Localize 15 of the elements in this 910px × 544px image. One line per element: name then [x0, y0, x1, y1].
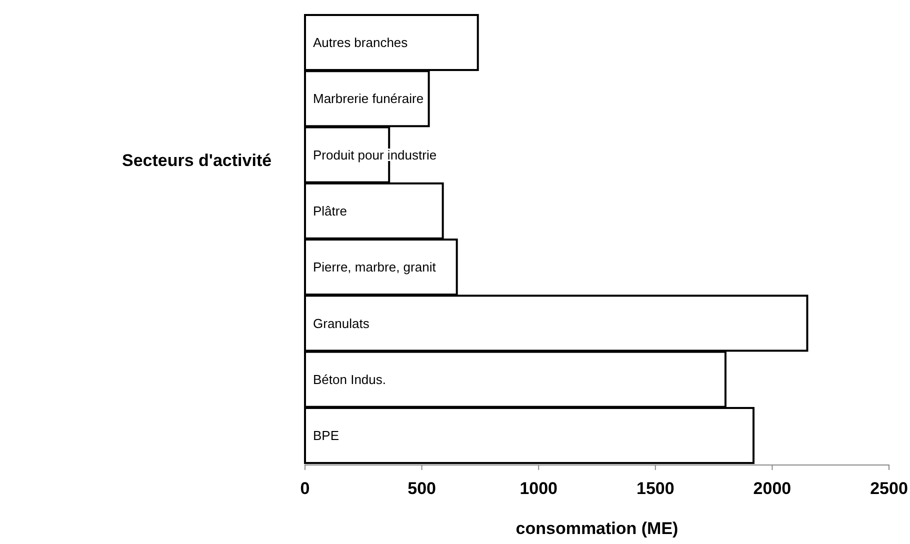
- y-tick-label: Autres branches: [313, 35, 408, 50]
- y-tick-label: Plâtre: [313, 203, 347, 218]
- y-tick-label: Pierre, marbre, granit: [313, 260, 436, 275]
- x-tick-label: 1000: [520, 479, 558, 498]
- x-axis-title: consommation (ME): [516, 519, 678, 538]
- y-tick-label: BPE: [313, 428, 340, 444]
- x-tick-label: 0: [300, 479, 310, 498]
- x-tick-label: 2000: [753, 479, 792, 498]
- y-axis-title: Secteurs d'activité: [122, 151, 272, 170]
- y-tick-label: Granulats: [313, 316, 370, 331]
- x-tick-label: 2500: [870, 479, 908, 498]
- y-tick-label: Béton Indus.: [313, 372, 386, 387]
- x-tick-label: 1500: [636, 479, 674, 498]
- x-tick-label: 500: [408, 479, 436, 498]
- y-tick-label: Marbrerie funéraire: [313, 91, 424, 106]
